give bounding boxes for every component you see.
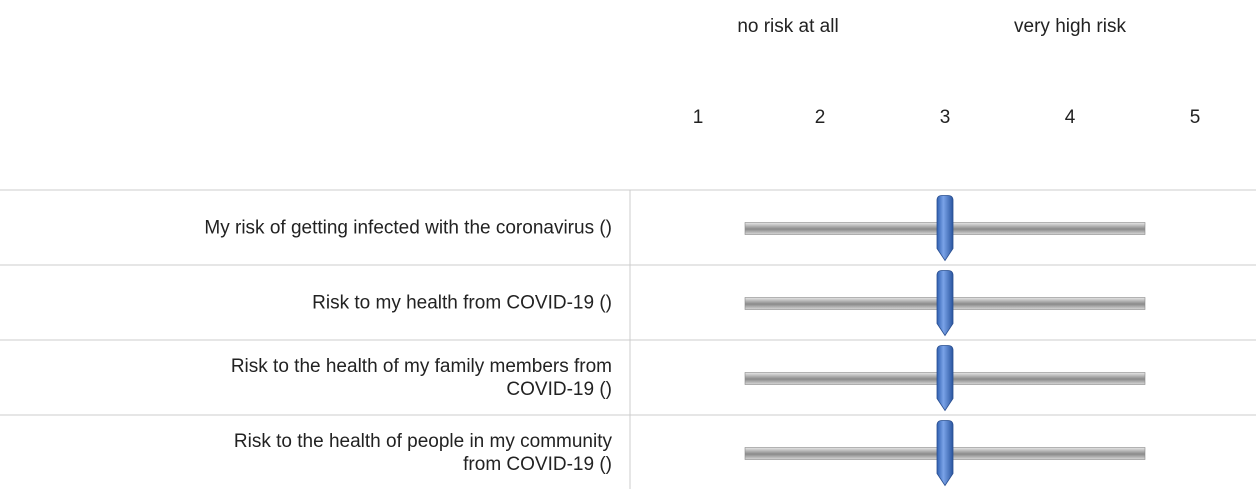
row-label: COVID-19 () <box>506 379 612 400</box>
row-label: Risk to the health of people in my commu… <box>234 431 613 452</box>
row-label: Risk to my health from COVID-19 () <box>312 293 612 314</box>
scale-label: 3 <box>940 107 951 128</box>
slider-handle[interactable] <box>936 345 954 412</box>
scale-label: 1 <box>693 107 704 128</box>
scale-label: 2 <box>815 107 826 128</box>
scale-label: 4 <box>1065 107 1076 128</box>
slider-handle[interactable] <box>936 270 954 337</box>
scale-label: 5 <box>1190 107 1201 128</box>
anchor-label: very high risk <box>1014 16 1126 37</box>
slider-handle[interactable] <box>936 195 954 262</box>
row-label: My risk of getting infected with the cor… <box>204 218 612 239</box>
row-label: Risk to the health of my family members … <box>231 356 612 377</box>
anchor-label: no risk at all <box>737 16 838 37</box>
slider-handle[interactable] <box>936 420 954 487</box>
row-label: from COVID-19 () <box>463 454 612 475</box>
